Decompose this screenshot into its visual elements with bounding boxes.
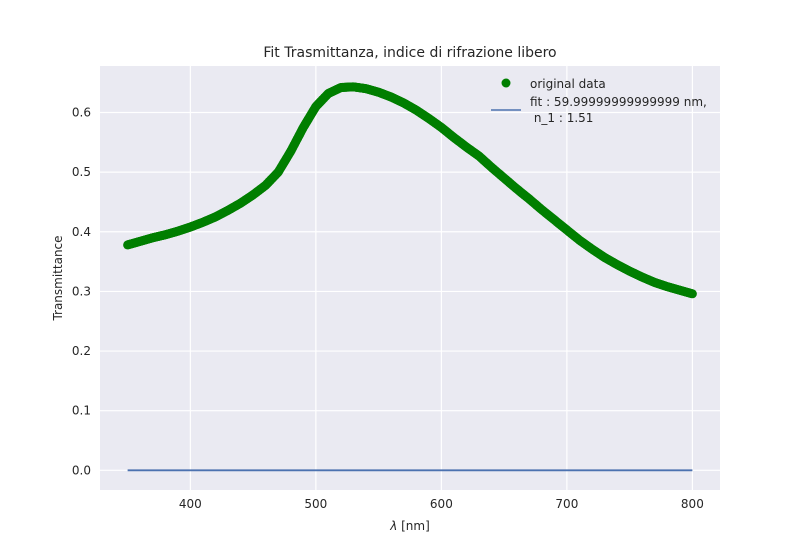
legend-label-fit-line1: fit : 59.99999999999999 nm, bbox=[530, 95, 707, 109]
legend-label-fit-line2: n_1 : 1.51 bbox=[530, 111, 593, 125]
x-axis-label: λ [nm] bbox=[389, 519, 430, 533]
y-tick-label: 0.3 bbox=[72, 284, 91, 298]
x-tick-label: 500 bbox=[304, 497, 327, 511]
data-point bbox=[687, 289, 697, 299]
x-tick-label: 700 bbox=[555, 497, 578, 511]
series-original-data bbox=[123, 82, 697, 299]
x-tick-label: 800 bbox=[681, 497, 704, 511]
x-axis-label-symbol: λ bbox=[389, 519, 397, 533]
legend-label-original-data: original data bbox=[530, 77, 606, 91]
y-tick-label: 0.2 bbox=[72, 344, 91, 358]
y-tick-label: 0.5 bbox=[72, 165, 91, 179]
y-axis-label: Transmittance bbox=[51, 235, 65, 321]
plot-area-background bbox=[100, 66, 720, 490]
ticks: 400 500 600 700 800 0.0 0.1 0.2 0.3 0.4 0.5 0.6 bbox=[72, 106, 704, 511]
series-layer bbox=[123, 82, 697, 472]
legend-marker-original-data bbox=[501, 78, 511, 88]
x-axis-label-unit: [nm] bbox=[397, 519, 429, 533]
chart-title: Fit Trasmittanza, indice di rifrazione l… bbox=[263, 45, 556, 61]
x-tick-label: 400 bbox=[179, 497, 202, 511]
legend: original data fit : 59.99999999999999 nm… bbox=[491, 77, 707, 125]
y-tick-label: 0.6 bbox=[72, 106, 91, 120]
x-tick-label: 600 bbox=[430, 497, 453, 511]
y-tick-label: 0.4 bbox=[72, 225, 91, 239]
y-tick-label: 0.1 bbox=[72, 404, 91, 418]
y-tick-label: 0.0 bbox=[72, 463, 91, 477]
